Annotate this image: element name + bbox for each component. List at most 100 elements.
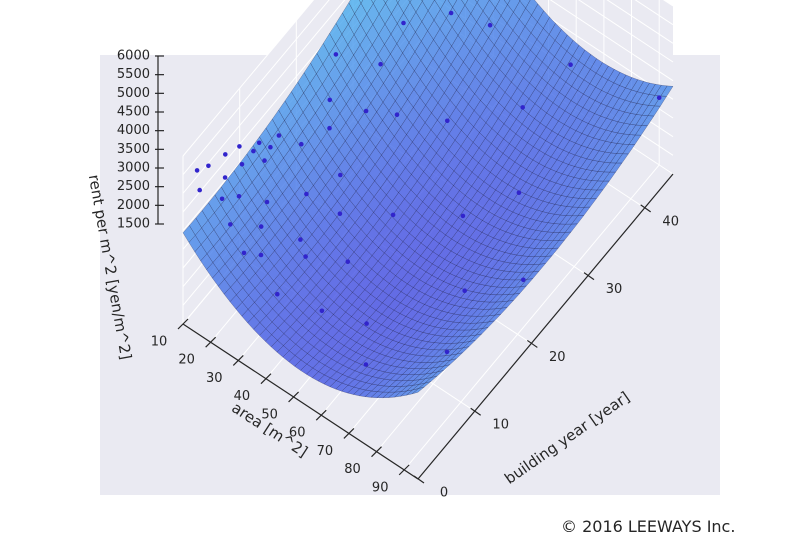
data-point (239, 162, 245, 167)
data-point (258, 252, 264, 258)
y-tick-label: 10 (151, 335, 168, 350)
data-point (378, 61, 383, 67)
surface-patch (476, 0, 490, 12)
surface-patch (434, 0, 447, 10)
x-tick-label: 0 (440, 486, 448, 501)
data-point (264, 199, 270, 205)
data-point (337, 211, 343, 216)
data-point (516, 190, 522, 195)
surface-patch (542, 16, 556, 35)
surface-patch (519, 0, 531, 9)
data-point (194, 168, 200, 173)
data-point (656, 95, 662, 100)
z-tick-label: 1500 (117, 217, 150, 232)
z-tick-label: 2500 (117, 179, 150, 194)
data-point (276, 133, 282, 138)
y-tick (343, 427, 355, 439)
z-tick-label: 6000 (117, 49, 150, 64)
surface-patch (408, 0, 412, 3)
z-gridline (182, 0, 674, 194)
data-point (460, 213, 466, 219)
y-tick (260, 373, 272, 385)
data-point (298, 237, 303, 242)
y-tick (315, 409, 327, 421)
x-tick-label: 10 (492, 418, 509, 433)
x-axis-line (417, 173, 674, 480)
x-tick (470, 407, 482, 416)
surface-patch (584, 54, 597, 70)
data-point (462, 288, 468, 294)
data-point (345, 259, 351, 265)
scatter-points (194, 10, 662, 367)
surface-patch (422, 0, 435, 12)
fitted-surface (182, 0, 674, 399)
data-point (228, 222, 233, 227)
x-tick-label: 20 (549, 350, 566, 365)
data-point (223, 152, 228, 157)
data-point (363, 108, 369, 114)
data-point (241, 250, 247, 256)
y-tick-label: 20 (178, 353, 195, 368)
data-point (448, 10, 454, 16)
surface-patch (383, 0, 388, 4)
data-point (251, 148, 256, 154)
y-tick (371, 446, 382, 458)
data-point (390, 212, 396, 218)
data-point (197, 187, 202, 193)
data-point (222, 175, 228, 180)
y-tick-label: 80 (344, 462, 361, 477)
surface-patch (489, 0, 501, 9)
axes: 0 10 20 30 40 10 20 30 40 50 60 70 80 90 1500 2000 2500 3… (117, 49, 679, 501)
y-tick-label: 90 (372, 480, 389, 495)
y-tick-label: 40 (234, 389, 251, 404)
x-tick (640, 204, 652, 213)
x-tick-label: 40 (662, 214, 679, 229)
x-tick-label: 30 (606, 282, 623, 297)
surface-patch (447, 0, 458, 8)
y-tick-label: 50 (261, 407, 278, 422)
data-point (319, 308, 325, 314)
z-tick-label: 5000 (117, 86, 150, 101)
surface-patch (589, 58, 603, 74)
data-point (445, 118, 450, 124)
y-tick (232, 355, 244, 366)
z-tick-label: 4500 (117, 105, 150, 120)
data-point (256, 140, 262, 146)
x-tick (583, 272, 595, 281)
y-tick (205, 336, 217, 348)
data-point (363, 362, 369, 367)
data-point (338, 172, 343, 178)
y-tick (177, 318, 189, 330)
y-tick (288, 391, 300, 403)
data-point (327, 97, 333, 103)
surface-patch (518, 0, 521, 2)
z-tick-label: 2000 (117, 198, 150, 213)
y-tick-label: 30 (206, 371, 223, 386)
data-point (258, 224, 264, 229)
data-point (275, 291, 280, 297)
data-point (299, 141, 304, 147)
data-point (487, 22, 493, 28)
surface-patch (421, 0, 424, 2)
data-point (237, 144, 242, 149)
surface-patch (560, 34, 574, 52)
y-axis-line (182, 323, 419, 480)
z-gridline (182, 0, 674, 176)
x-tick (526, 339, 538, 348)
z-tick-label: 4000 (117, 123, 150, 138)
data-point (304, 191, 309, 197)
data-point (303, 254, 308, 259)
surface-patch (636, 81, 650, 94)
surface-patch (566, 39, 580, 57)
surface-patch (537, 10, 550, 29)
data-point (333, 52, 339, 57)
surface-patch (371, 0, 376, 4)
surface-patch (461, 0, 469, 6)
data-point (364, 321, 369, 326)
data-point (394, 112, 400, 117)
surface-patch (503, 0, 511, 5)
y-gridline (403, 0, 660, 471)
data-point (268, 144, 273, 150)
z-tick-label: 3500 (117, 142, 150, 157)
